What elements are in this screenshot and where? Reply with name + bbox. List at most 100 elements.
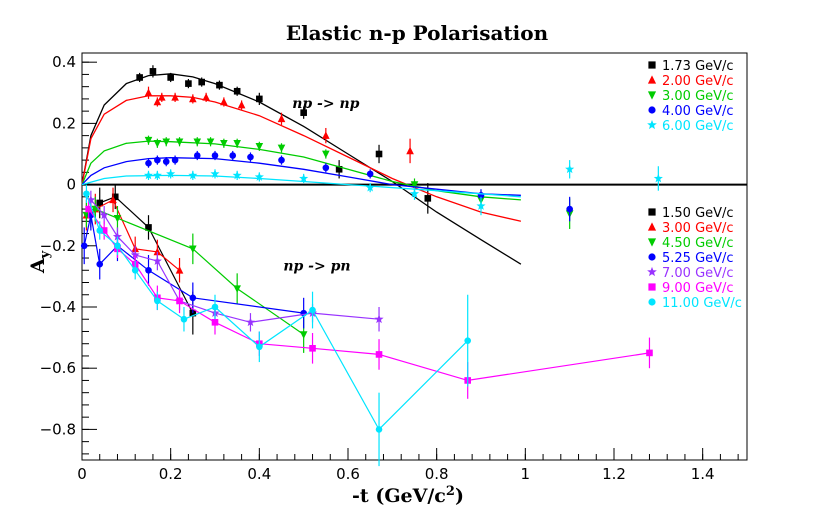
data-point xyxy=(198,78,205,86)
legend-label: 11.00 GeV/c xyxy=(662,296,742,311)
data-point xyxy=(193,138,202,147)
data-point xyxy=(112,231,123,241)
data-point xyxy=(322,150,330,159)
series-group xyxy=(83,184,472,467)
data-point xyxy=(154,297,161,305)
y-axis-label-main: A xyxy=(27,258,49,274)
data-point xyxy=(277,114,286,123)
data-point xyxy=(109,195,117,204)
fit-curve xyxy=(81,73,522,265)
data-point xyxy=(145,266,152,274)
data-point xyxy=(86,195,96,204)
data-point xyxy=(299,331,308,339)
series-group xyxy=(81,86,522,222)
data-point xyxy=(80,242,88,250)
annotation-label: np -> pn xyxy=(283,258,350,274)
fit-curve xyxy=(81,157,521,196)
legend-label: 1.73 GeV/c xyxy=(662,59,734,74)
data-point xyxy=(180,315,188,323)
data-point xyxy=(130,250,140,259)
data-point xyxy=(145,159,152,167)
data-point xyxy=(113,214,122,223)
data-point xyxy=(175,265,184,274)
legend-label: 7.00 GeV/c xyxy=(662,266,734,281)
data-point xyxy=(233,87,241,95)
data-point xyxy=(85,205,92,213)
data-point xyxy=(83,190,90,198)
legend-marker xyxy=(648,298,656,306)
data-point xyxy=(646,349,653,357)
data-point xyxy=(100,227,108,234)
y-tick-label: −0.2 xyxy=(40,237,76,255)
data-point xyxy=(653,173,663,183)
y-tick-label: 0 xyxy=(66,176,76,194)
series-group xyxy=(81,135,574,229)
data-point xyxy=(193,152,201,159)
data-point xyxy=(152,170,162,180)
y-axis-label-sub: y xyxy=(38,250,53,259)
fit-curve xyxy=(81,95,522,222)
data-point xyxy=(96,227,104,234)
data-point xyxy=(247,153,254,161)
data-point xyxy=(188,170,198,180)
data-point xyxy=(277,144,286,153)
data-point xyxy=(375,150,383,158)
data-point xyxy=(424,195,432,202)
legend-label: 9.00 GeV/c xyxy=(662,281,734,296)
data-point xyxy=(229,152,237,159)
x-tick-label: 0.4 xyxy=(247,465,271,483)
data-point xyxy=(153,139,162,148)
y-tick-label: 0.2 xyxy=(52,114,76,132)
data-point xyxy=(232,170,242,180)
data-point xyxy=(210,169,220,178)
data-point xyxy=(158,93,166,101)
data-point xyxy=(143,170,154,180)
x-tick-label: 1 xyxy=(521,465,531,483)
data-point xyxy=(131,266,139,274)
data-point xyxy=(99,210,109,220)
data-point xyxy=(162,138,171,147)
chart-title: Elastic n-p Polarisation xyxy=(286,21,549,45)
data-point xyxy=(167,74,174,81)
x-axis-label: -t (GeV/c2) xyxy=(352,484,464,507)
data-point xyxy=(309,345,316,352)
data-point xyxy=(189,294,197,302)
data-point xyxy=(476,201,486,210)
data-point xyxy=(145,224,152,231)
data-point xyxy=(256,343,263,351)
legend-marker xyxy=(648,253,656,261)
data-point xyxy=(375,426,383,433)
legend-label: 2.00 GeV/c xyxy=(662,74,734,89)
legend: 1.73 GeV/c2.00 GeV/c3.00 GeV/c4.00 GeV/c… xyxy=(647,59,734,134)
data-point xyxy=(233,285,241,293)
y-tick-label: 0.4 xyxy=(52,53,76,71)
series-group xyxy=(82,196,308,353)
series-group xyxy=(81,65,522,265)
data-point xyxy=(144,88,153,97)
data-point xyxy=(309,306,316,314)
data-point xyxy=(406,146,414,155)
data-point xyxy=(202,93,210,101)
legend: 1.50 GeV/c3.00 GeV/c4.50 GeV/c5.25 GeV/c… xyxy=(647,206,742,311)
data-point xyxy=(410,181,419,189)
data-point xyxy=(175,138,184,147)
data-point xyxy=(245,317,256,327)
legend-marker xyxy=(647,75,657,84)
x-tick-label: 0 xyxy=(77,465,87,483)
plot-frame xyxy=(81,52,748,461)
legend-marker xyxy=(647,266,657,277)
legend-label: 4.00 GeV/c xyxy=(662,104,734,119)
x-axis-label-end: ) xyxy=(455,485,464,507)
data-point xyxy=(211,318,219,326)
data-point xyxy=(300,309,307,317)
data-point xyxy=(185,80,192,87)
legend-marker xyxy=(648,61,656,69)
data-point xyxy=(154,156,161,164)
data-point xyxy=(278,156,285,164)
data-point xyxy=(565,164,575,174)
x-tick-label: 0.8 xyxy=(425,465,449,483)
data-point xyxy=(322,131,330,139)
data-point xyxy=(366,170,374,178)
legend-marker xyxy=(647,238,657,247)
legend-label: 3.00 GeV/c xyxy=(662,221,734,236)
